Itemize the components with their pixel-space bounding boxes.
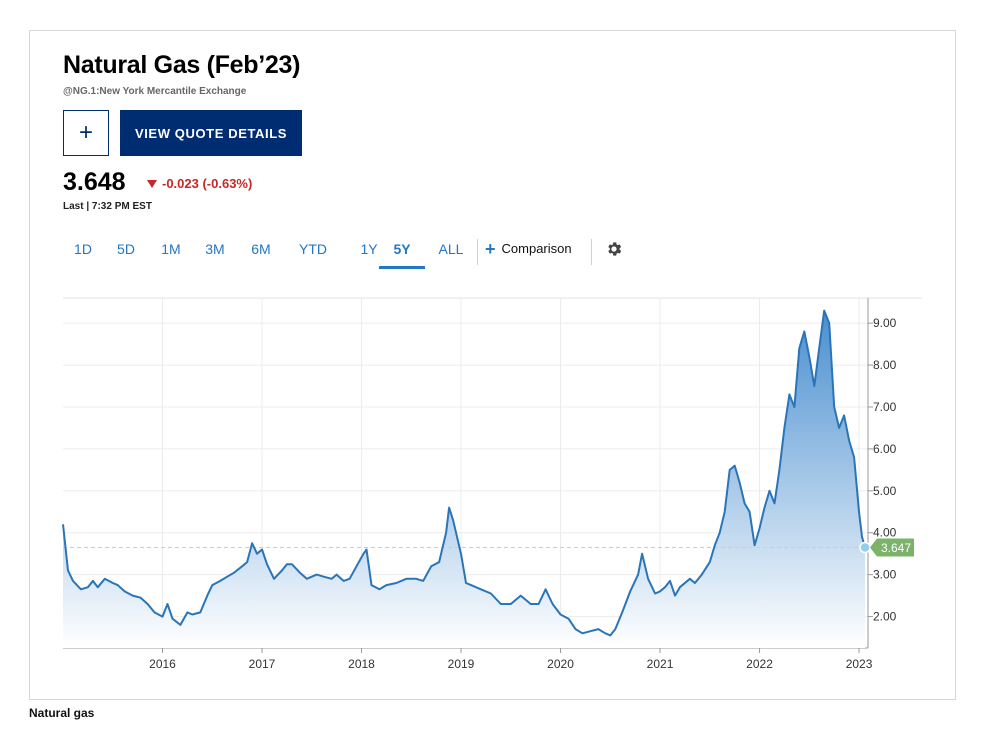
tab-divider [591, 239, 592, 265]
tab-6m[interactable]: 6M [251, 241, 271, 257]
add-to-watchlist-button[interactable]: + [63, 110, 109, 156]
page-title: Natural Gas (Feb’23) [63, 51, 301, 79]
x-tick-label: 2021 [647, 657, 674, 671]
last-value-label: 3.647 [881, 541, 911, 555]
down-arrow-icon [147, 179, 157, 188]
comparison-button[interactable]: + Comparison [485, 235, 572, 263]
last-value-badge [870, 538, 914, 557]
y-tick-label: 7.00 [873, 400, 897, 414]
x-tick-label: 2020 [547, 657, 574, 671]
view-quote-details-button[interactable]: VIEW QUOTE DETAILS [120, 110, 302, 156]
price-change: -0.023 (-0.63%) [147, 176, 252, 191]
x-tick-label: 2018 [348, 657, 375, 671]
tab-1y[interactable]: 1Y [360, 241, 378, 257]
exchange-subtitle: @NG.1:New York Mercantile Exchange [63, 86, 247, 97]
x-tick-label: 2016 [149, 657, 176, 671]
y-tick-label: 6.00 [873, 442, 897, 456]
comparison-label: Comparison [501, 241, 572, 256]
price-change-value: -0.023 (-0.63%) [162, 176, 253, 191]
y-tick-label: 4.00 [873, 526, 897, 540]
tab-divider [477, 239, 478, 265]
y-tick-label: 5.00 [873, 484, 897, 498]
tab-1m[interactable]: 1M [161, 241, 181, 257]
gear-icon-glyph [608, 242, 622, 256]
gear-icon[interactable] [603, 238, 625, 260]
last-value-marker [859, 541, 871, 554]
tab-5y[interactable]: 5Y [379, 235, 425, 269]
tab-5d[interactable]: 5D [117, 241, 135, 257]
y-tick-label: 8.00 [873, 358, 897, 372]
tab-ytd[interactable]: YTD [299, 241, 327, 257]
x-tick-label: 2017 [249, 657, 276, 671]
last-price: 3.648 [63, 168, 126, 196]
x-tick-label: 2019 [448, 657, 475, 671]
price-area [63, 310, 865, 648]
last-timestamp: Last | 7:32 PM EST [63, 201, 152, 212]
tab-all[interactable]: ALL [438, 241, 464, 257]
y-tick-label: 9.00 [873, 316, 897, 330]
x-tick-label: 2022 [746, 657, 773, 671]
plus-icon: + [485, 239, 496, 259]
tab-1d[interactable]: 1D [74, 241, 92, 257]
x-tick-label: 2023 [846, 657, 873, 671]
tab-3m[interactable]: 3M [205, 241, 225, 257]
figure-caption: Natural gas [29, 706, 95, 720]
price-line [62, 309, 866, 637]
y-tick-label: 3.00 [873, 568, 897, 582]
y-tick-label: 2.00 [873, 610, 897, 624]
